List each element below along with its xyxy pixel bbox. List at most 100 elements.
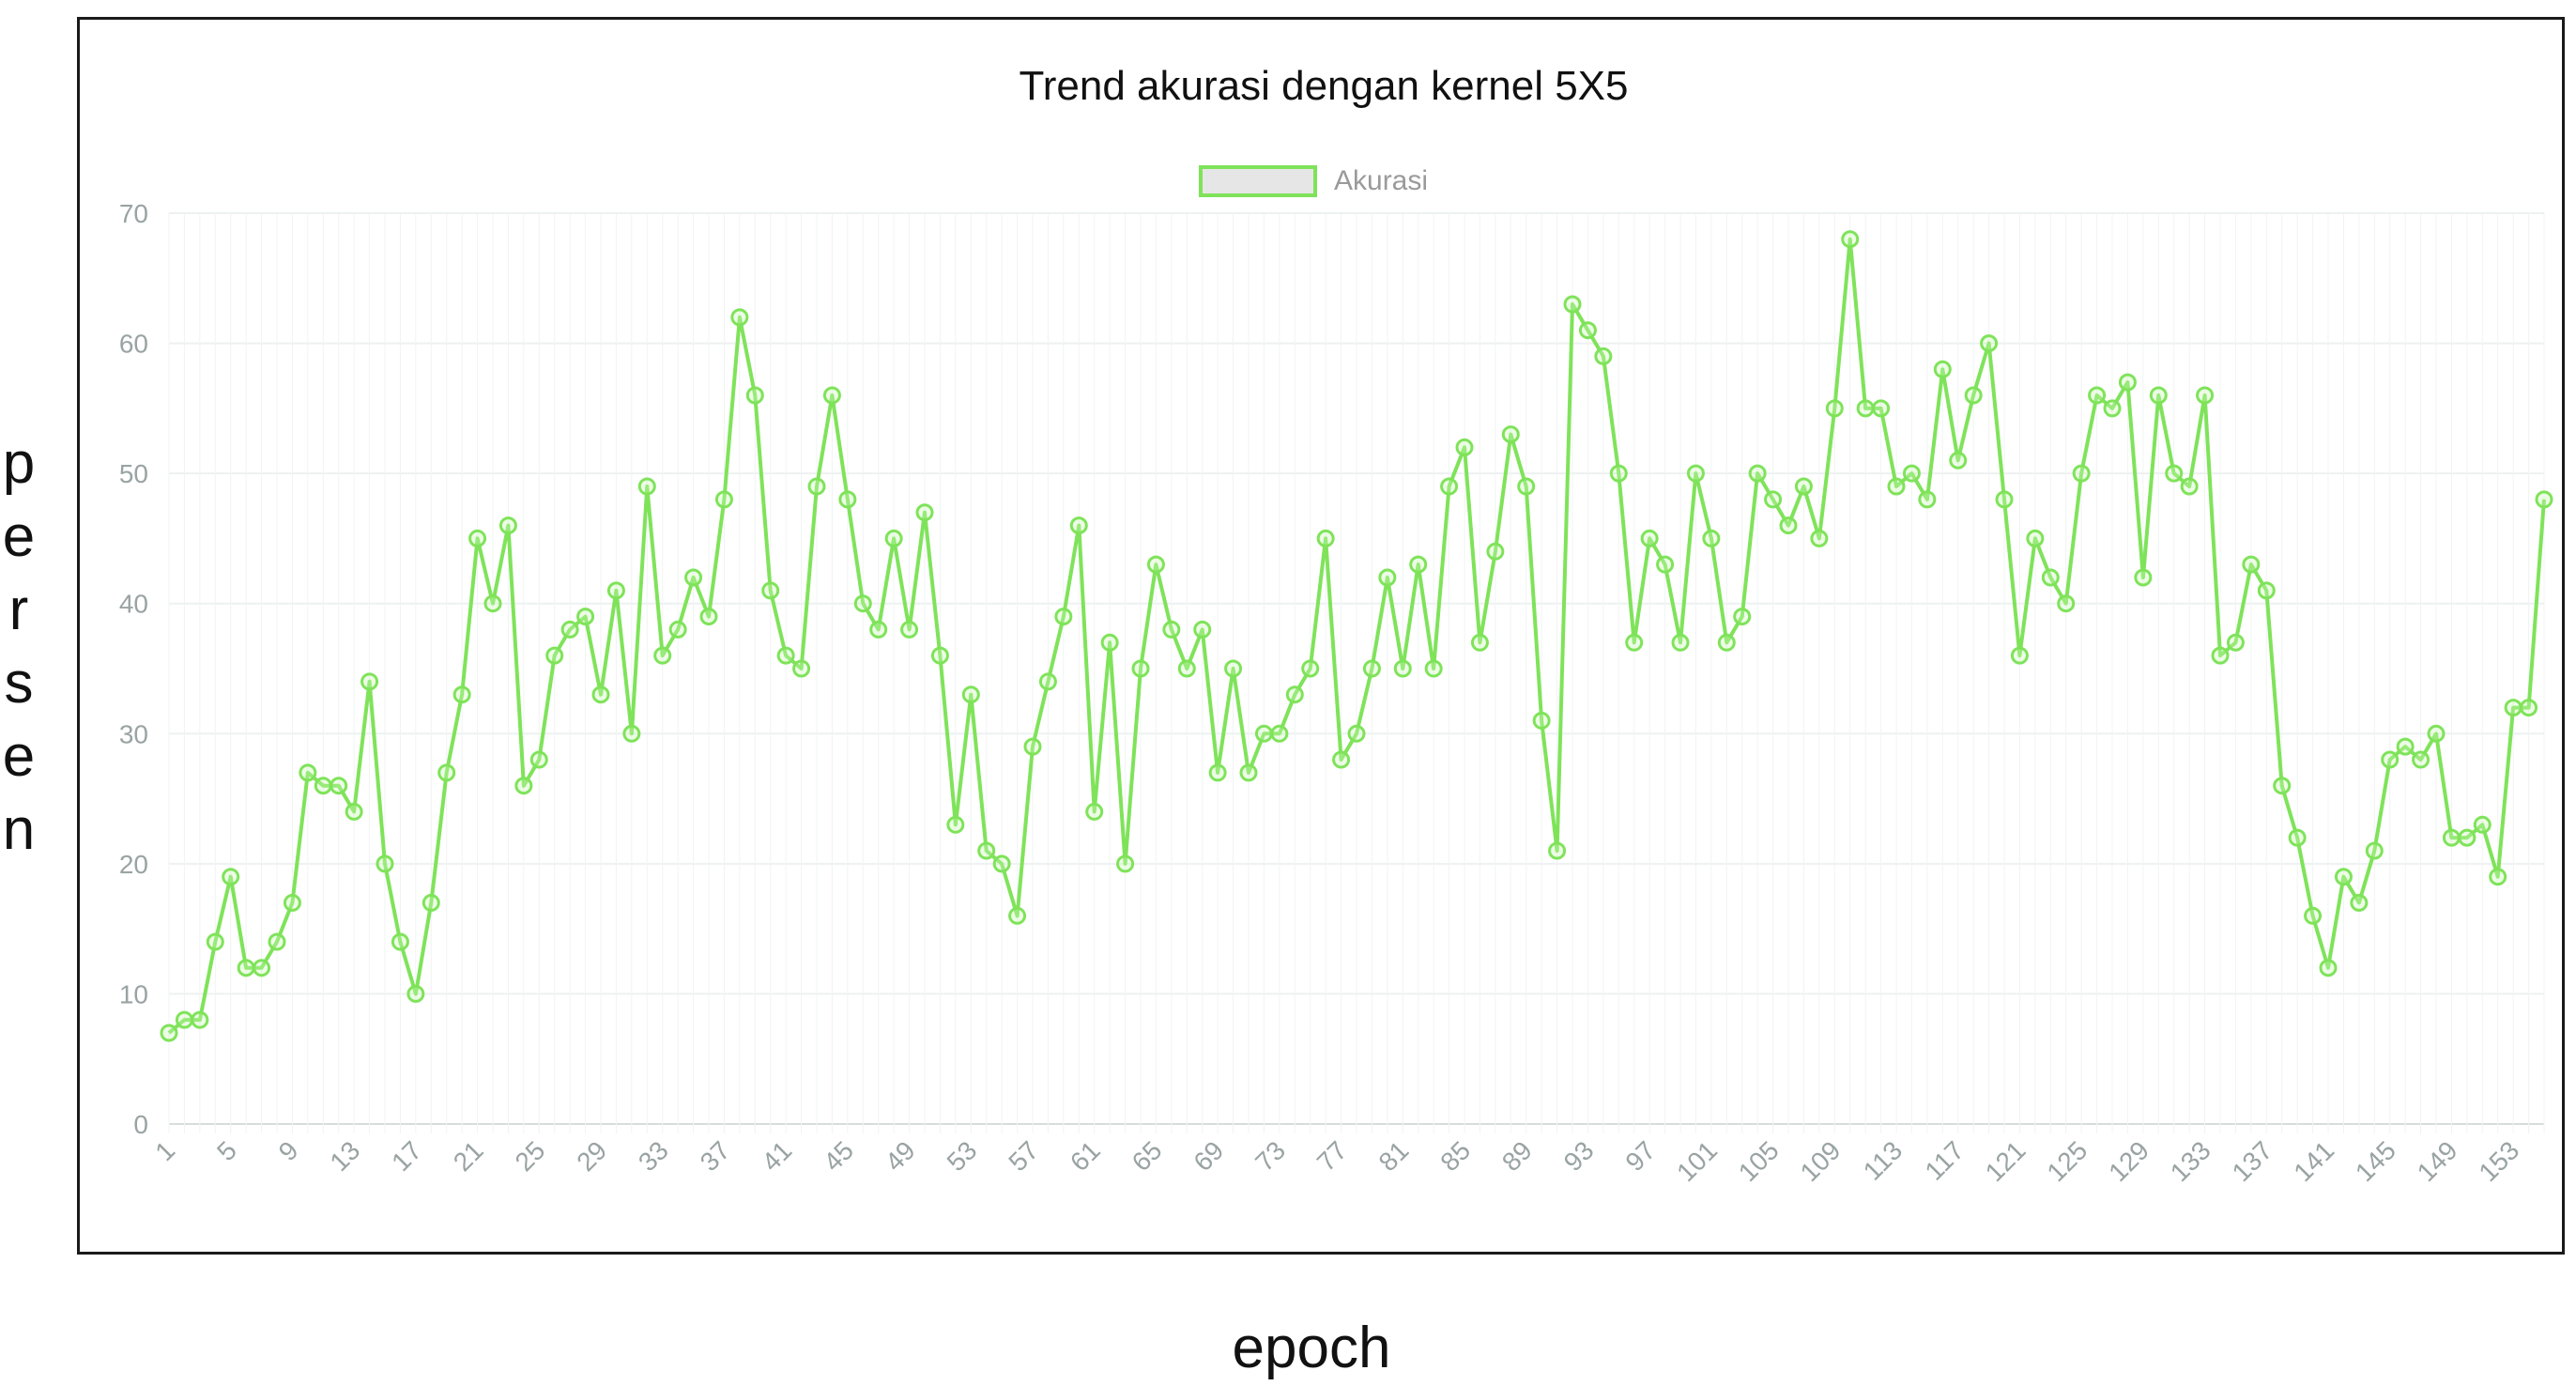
data-point (576, 608, 595, 626)
data-point (900, 620, 919, 639)
data-point (1532, 711, 1551, 730)
data-point (1964, 386, 1983, 405)
data-point (1640, 529, 1659, 547)
data-point (761, 581, 780, 600)
data-point (2273, 777, 2292, 795)
data-point (1486, 542, 1505, 561)
y-tick-label: 40 (119, 590, 148, 619)
data-point (422, 893, 440, 912)
data-point (1717, 633, 1736, 652)
data-point (1347, 724, 1366, 743)
x-tick-label: 117 (1919, 1135, 1969, 1185)
data-point (1995, 490, 2014, 509)
chart-title: Trend akurasi dengan kernel 5X5 (1019, 63, 1629, 109)
data-point (237, 959, 255, 978)
data-point (1609, 464, 1628, 483)
legend-swatch[interactable] (1199, 165, 1317, 197)
x-tick-label: 25 (510, 1135, 551, 1177)
data-point (1038, 672, 1057, 691)
data-point (2396, 737, 2415, 756)
data-point (730, 308, 749, 327)
x-tick-label: 97 (1619, 1135, 1661, 1177)
y-tick-label: 50 (119, 459, 148, 488)
data-point (1656, 555, 1675, 574)
data-point (2226, 633, 2245, 652)
x-tick-label: 129 (2103, 1135, 2154, 1187)
data-point (2442, 828, 2461, 847)
x-tick-label: 125 (2041, 1135, 2093, 1187)
data-point (1054, 608, 1073, 626)
data-point (2134, 568, 2153, 587)
x-tick-label: 145 (2350, 1135, 2401, 1187)
legend[interactable]: Akurasi (1199, 165, 1428, 197)
data-point (1301, 659, 1320, 678)
x-tick-label: 81 (1373, 1135, 1415, 1177)
y-tick-label: 70 (119, 199, 148, 228)
data-point (1239, 763, 1258, 782)
data-point (1208, 763, 1227, 782)
data-point (776, 646, 795, 665)
data-point (2026, 529, 2045, 547)
data-point (1316, 529, 1335, 547)
data-point (452, 685, 471, 704)
data-point (1779, 516, 1798, 535)
data-point (1501, 425, 1520, 444)
data-point (2304, 906, 2323, 925)
data-point (699, 608, 718, 626)
x-tick-label: 49 (880, 1135, 921, 1177)
x-tick-label: 69 (1188, 1135, 1229, 1177)
data-point (1332, 750, 1351, 769)
data-point (299, 763, 317, 782)
data-point (1748, 464, 1767, 483)
data-point (2365, 841, 2384, 860)
data-point (376, 855, 394, 873)
data-point (838, 490, 857, 509)
x-tick-label: 133 (2165, 1135, 2216, 1187)
data-point (2242, 555, 2261, 574)
data-point (992, 855, 1011, 873)
data-point (2103, 399, 2122, 418)
data-point (807, 477, 826, 496)
data-point (1902, 464, 1921, 483)
data-point (175, 1010, 193, 1029)
data-point (2350, 893, 2369, 912)
data-point (345, 802, 363, 821)
data-point (514, 777, 533, 795)
data-point (2072, 464, 2091, 483)
data-point (1146, 555, 1165, 574)
data-point (653, 646, 672, 665)
data-point (2504, 699, 2522, 717)
data-point (483, 594, 502, 613)
data-point (468, 529, 487, 547)
x-tick-label: 137 (2227, 1135, 2278, 1187)
data-point (637, 477, 656, 496)
x-tick-label: 13 (324, 1135, 365, 1177)
data-point (853, 594, 872, 613)
data-point (2118, 373, 2137, 392)
data-point (1069, 516, 1088, 535)
data-point (1455, 438, 1474, 456)
x-tick-label: 85 (1434, 1135, 1476, 1177)
x-tick-label: 9 (273, 1135, 304, 1166)
y-axis-label-letter: r (8, 578, 29, 642)
data-point (283, 893, 301, 912)
data-point (529, 750, 548, 769)
x-tick-label: 89 (1496, 1135, 1538, 1177)
data-point (2520, 699, 2538, 717)
data-point (1193, 620, 1212, 639)
data-point (930, 646, 949, 665)
data-point (622, 724, 641, 743)
data-point (498, 516, 517, 535)
data-point (2196, 386, 2215, 405)
y-tick-label: 0 (133, 1110, 148, 1139)
x-tick-label: 109 (1795, 1135, 1847, 1187)
data-point (1548, 841, 1567, 860)
data-point (253, 959, 271, 978)
data-point (1980, 334, 1999, 353)
y-axis-label-letter: e (2, 504, 36, 569)
data-point (1825, 399, 1844, 418)
data-point (1100, 633, 1119, 652)
x-tick-label: 37 (695, 1135, 736, 1177)
data-point (2535, 490, 2553, 509)
